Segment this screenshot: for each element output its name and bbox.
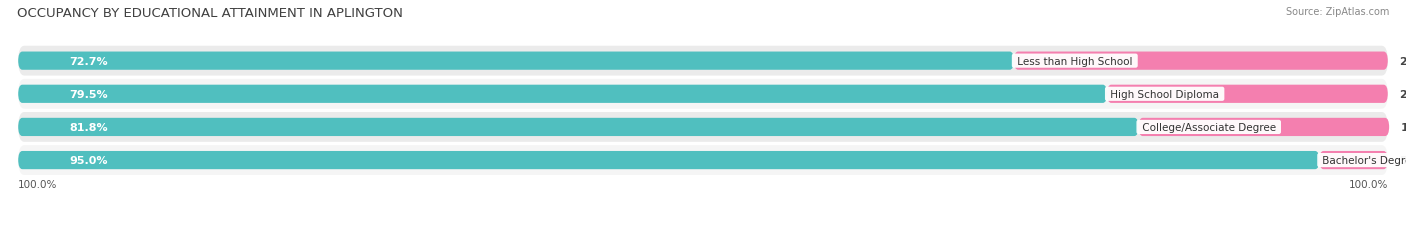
Text: 20.5%: 20.5% [1399,89,1406,99]
FancyBboxPatch shape [1319,151,1388,170]
Text: High School Diploma: High School Diploma [1107,89,1222,99]
FancyBboxPatch shape [18,151,1319,170]
Text: 100.0%: 100.0% [18,179,58,189]
Text: 95.0%: 95.0% [69,155,108,165]
Text: 72.7%: 72.7% [69,56,108,66]
Text: College/Associate Degree: College/Associate Degree [1139,122,1279,132]
Text: 81.8%: 81.8% [69,122,108,132]
FancyBboxPatch shape [18,85,1107,103]
FancyBboxPatch shape [18,118,1139,137]
FancyBboxPatch shape [1139,118,1389,137]
FancyBboxPatch shape [1107,85,1388,103]
Text: 79.5%: 79.5% [69,89,108,99]
FancyBboxPatch shape [18,52,1014,70]
Text: OCCUPANCY BY EDUCATIONAL ATTAINMENT IN APLINGTON: OCCUPANCY BY EDUCATIONAL ATTAINMENT IN A… [17,7,402,20]
FancyBboxPatch shape [1014,52,1388,70]
Text: 5.0%: 5.0% [1399,155,1406,165]
Text: Source: ZipAtlas.com: Source: ZipAtlas.com [1285,7,1389,17]
Text: 27.3%: 27.3% [1399,56,1406,66]
Text: 18.3%: 18.3% [1400,122,1406,132]
FancyBboxPatch shape [18,46,1388,76]
FancyBboxPatch shape [18,79,1388,109]
Text: 100.0%: 100.0% [1348,179,1388,189]
FancyBboxPatch shape [18,112,1388,142]
Text: Less than High School: Less than High School [1014,56,1136,66]
FancyBboxPatch shape [18,146,1388,175]
Text: Bachelor's Degree or higher: Bachelor's Degree or higher [1319,155,1406,165]
